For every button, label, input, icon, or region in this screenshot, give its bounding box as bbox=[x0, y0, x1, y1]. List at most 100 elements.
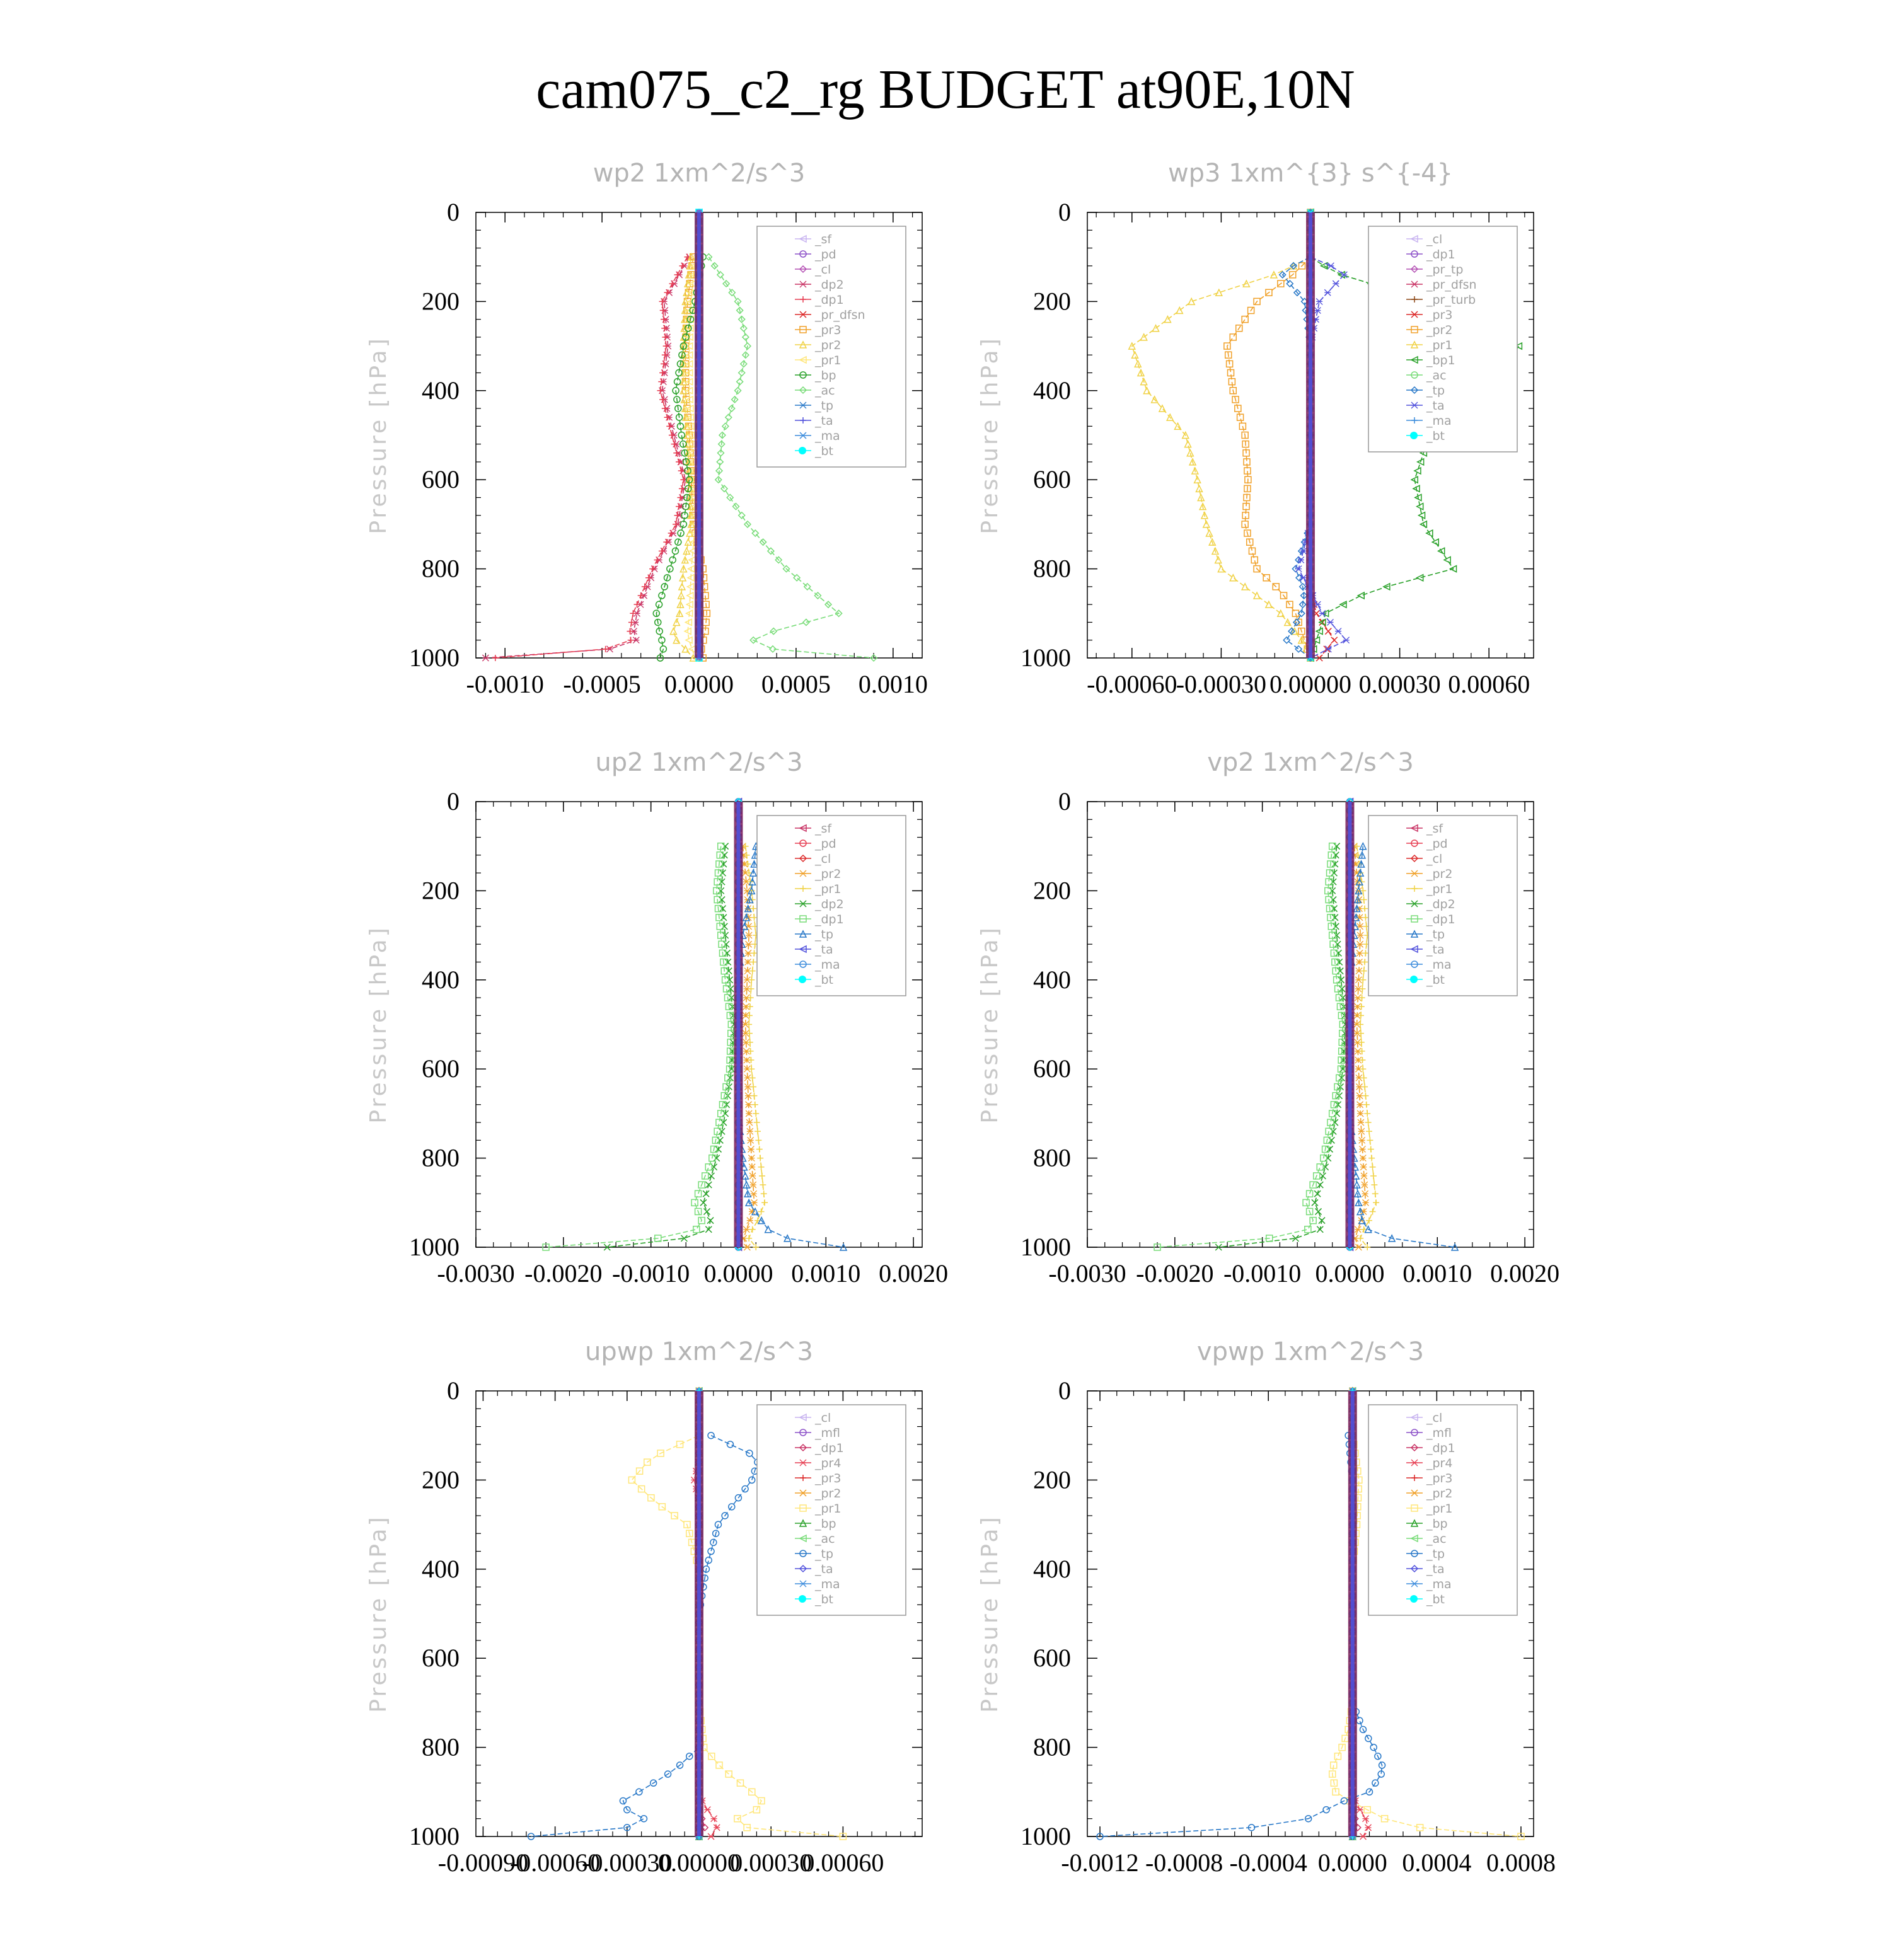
y-axis-label: Pressure [hPa] bbox=[366, 1514, 391, 1712]
data-point bbox=[1362, 1816, 1368, 1822]
x-tick-label: 0.0000 bbox=[703, 1259, 773, 1288]
series-line bbox=[485, 257, 689, 658]
data-point bbox=[661, 360, 667, 367]
legend-label: _ma bbox=[1426, 414, 1452, 428]
y-tick-label: 0 bbox=[447, 198, 460, 226]
x-tick-label: 0.00000 bbox=[658, 1848, 740, 1877]
data-point bbox=[663, 539, 669, 545]
data-point bbox=[1432, 539, 1438, 545]
data-point bbox=[753, 1110, 759, 1117]
zero-series-core bbox=[1351, 1391, 1355, 1836]
data-point bbox=[761, 1199, 768, 1206]
data-point bbox=[659, 548, 665, 554]
y-tick-label: 600 bbox=[422, 465, 460, 493]
x-tick-label: 0.00060 bbox=[802, 1848, 884, 1877]
series-line bbox=[531, 1436, 758, 1836]
data-point bbox=[711, 1816, 717, 1822]
data-point bbox=[749, 1477, 755, 1483]
data-point bbox=[1249, 548, 1255, 554]
series-dp1 bbox=[543, 843, 734, 1250]
legend-label: _sf bbox=[814, 822, 832, 836]
chart-wp3: wp3 1xm^{3} s^{-4}Pressure [hPa]02004006… bbox=[964, 151, 1595, 718]
x-tick-label: 0.00030 bbox=[730, 1848, 812, 1877]
data-point bbox=[1362, 1083, 1368, 1090]
data-point bbox=[714, 1825, 720, 1831]
data-point bbox=[717, 272, 724, 278]
data-point bbox=[1370, 1208, 1376, 1214]
data-point bbox=[708, 1433, 714, 1439]
data-point bbox=[705, 1164, 712, 1170]
data-point bbox=[1315, 1208, 1321, 1214]
data-point bbox=[746, 1030, 753, 1037]
y-tick-label: 600 bbox=[422, 1644, 460, 1672]
legend-label: _bt bbox=[1426, 429, 1445, 443]
data-point bbox=[1230, 334, 1236, 340]
legend-label: _ma bbox=[1426, 958, 1452, 972]
data-point bbox=[670, 628, 676, 635]
data-point bbox=[1218, 566, 1224, 572]
y-tick-label: 800 bbox=[1033, 1144, 1071, 1172]
legend-label: _pr3 bbox=[814, 323, 841, 337]
data-point bbox=[756, 1146, 763, 1152]
data-point bbox=[1355, 1226, 1361, 1233]
x-tick-label: -0.0030 bbox=[437, 1259, 514, 1288]
data-point bbox=[1370, 1173, 1377, 1179]
x-tick-label: -0.0020 bbox=[524, 1259, 602, 1288]
x-tick-label: -0.0008 bbox=[1145, 1848, 1223, 1877]
data-point bbox=[1366, 1128, 1372, 1134]
legend-label: _bp bbox=[814, 369, 836, 383]
legend-label: _pr4 bbox=[814, 1456, 841, 1470]
y-tick-label: 400 bbox=[422, 966, 460, 994]
data-point bbox=[703, 1208, 710, 1214]
legend-label: _pr1 bbox=[814, 882, 841, 896]
legend-label: _dp1 bbox=[814, 1441, 844, 1455]
series-dp2 bbox=[1215, 843, 1348, 1250]
legend-label: _sf bbox=[814, 233, 832, 246]
data-point bbox=[1324, 289, 1331, 296]
series-line bbox=[1100, 1436, 1382, 1836]
legend-label: _cl bbox=[1426, 852, 1442, 866]
data-point bbox=[679, 485, 685, 492]
data-point bbox=[1251, 556, 1258, 563]
legend-label: _tp bbox=[1426, 384, 1445, 398]
data-point bbox=[1300, 548, 1307, 554]
x-tick-label: -0.0010 bbox=[466, 670, 544, 698]
data-point bbox=[1355, 1244, 1362, 1250]
legend-label: _ta bbox=[1426, 399, 1445, 413]
data-point bbox=[1300, 575, 1307, 581]
data-point bbox=[1382, 1816, 1388, 1822]
data-point bbox=[1323, 1807, 1329, 1813]
data-point bbox=[1444, 556, 1450, 563]
data-point bbox=[1143, 388, 1150, 394]
data-point bbox=[751, 1093, 757, 1099]
legend-label: _pr_turb bbox=[1426, 293, 1476, 307]
series-line bbox=[1157, 846, 1343, 1247]
x-tick-label: -0.0030 bbox=[1048, 1259, 1126, 1288]
legend-label: _mfl bbox=[814, 1426, 840, 1440]
y-tick-label: 200 bbox=[1033, 287, 1071, 315]
legend-label: _pr2 bbox=[814, 867, 841, 881]
legend-label: _ma bbox=[814, 1577, 840, 1591]
zero-series-core bbox=[697, 1391, 701, 1836]
data-point bbox=[678, 468, 685, 474]
y-tick-label: 400 bbox=[1033, 1555, 1071, 1583]
y-tick-label: 1000 bbox=[1021, 643, 1071, 672]
data-point bbox=[1237, 414, 1244, 420]
y-tick-label: 1000 bbox=[409, 1233, 460, 1261]
data-point bbox=[1360, 1833, 1366, 1840]
data-point bbox=[700, 1199, 707, 1206]
y-tick-label: 200 bbox=[1033, 876, 1071, 904]
legend-label: _bt bbox=[814, 1593, 833, 1606]
panel-title: up2 1xm^2/s^3 bbox=[595, 748, 802, 777]
zero-series-core bbox=[1309, 212, 1312, 658]
data-point bbox=[1373, 1199, 1379, 1206]
series-pr1 bbox=[1129, 209, 1314, 661]
data-point bbox=[1365, 1825, 1372, 1831]
data-point bbox=[1370, 1744, 1377, 1751]
series-dp2 bbox=[604, 843, 737, 1250]
legend-label: _tp bbox=[814, 399, 833, 413]
data-point bbox=[746, 1012, 753, 1018]
